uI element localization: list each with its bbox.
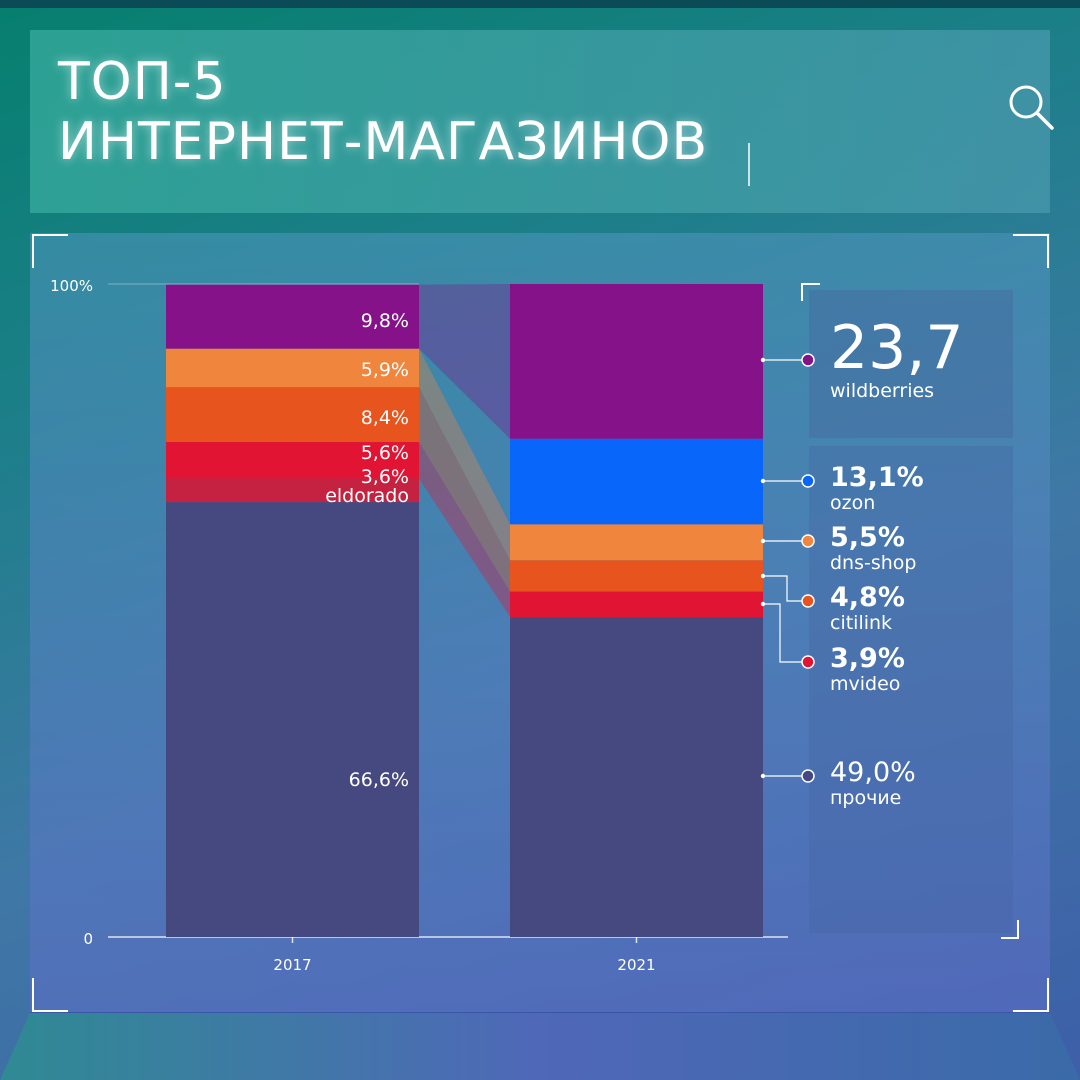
legend-value-others: 49,0% <box>830 757 916 788</box>
legend-marker-wildberries <box>801 353 815 367</box>
x-tick-label: 2021 <box>617 956 655 974</box>
bar-segment-2021-mvideo <box>510 591 763 618</box>
bar-label-2017: 5,6% <box>361 442 409 464</box>
legend-name-others: прочие <box>830 787 901 809</box>
bar-segment-2021-citilink <box>510 560 763 592</box>
bar-label-2017: eldorado <box>325 485 409 507</box>
legend-marker-ozon <box>801 474 815 488</box>
bar-label-2017: 5,9% <box>361 359 409 381</box>
legend-value-dns_shop: 5,5% <box>830 522 905 553</box>
legend-box-top <box>809 290 1013 438</box>
bar-segment-2017-mvideo <box>166 442 419 479</box>
legend-box-bottom <box>809 446 1013 933</box>
bar-segment-2017-eldorado <box>166 478 419 503</box>
title-line-2: ИНТЕРНЕТ-МАГАЗИНОВ <box>58 112 709 172</box>
bar-segment-2021-wildberries <box>510 284 763 439</box>
search-icon[interactable] <box>1006 82 1056 132</box>
top-border-line <box>0 0 1080 8</box>
legend-value-citilink: 4,8% <box>830 582 905 613</box>
flow-dns_shop <box>419 348 510 561</box>
bar-segment-2017-others <box>166 502 419 937</box>
bar-segment-2021-dns_shop <box>510 524 763 561</box>
bar-segment-2017-dns_shop <box>166 348 419 388</box>
bar-segment-2017-wildberries <box>166 284 419 349</box>
bar-label-2017: 8,4% <box>361 407 409 429</box>
bar-labels: 9,8% 5,9% 8,4% 5,6%3,6%eldorado 66,6% <box>325 310 409 791</box>
page-title: ТОП-5 ИНТЕРНЕТ-МАГАЗИНОВ <box>58 52 708 172</box>
flow-connectors <box>419 284 510 618</box>
flow-mvideo <box>419 442 510 618</box>
title-line-1: ТОП-5 <box>58 52 227 112</box>
x-tick-label: 2017 <box>273 956 311 974</box>
legend-marker-mvideo <box>801 655 815 669</box>
title-panel: ТОП-5 ИНТЕРНЕТ-МАГАЗИНОВ <box>30 30 1054 213</box>
bar-label-2017: 3,6% <box>361 466 409 488</box>
legend-name-citilink: citilink <box>830 612 892 634</box>
legend-value-wildberries: 23,7 <box>830 313 964 383</box>
legend-name-dns_shop: dns-shop <box>830 552 916 574</box>
legend-marker-dns_shop <box>801 534 815 548</box>
bar-segment-2021-ozon <box>510 438 763 525</box>
legend-name-wildberries: wildberries <box>830 380 934 402</box>
legend-connector-line <box>763 603 802 663</box>
legend-name-ozon: ozon <box>830 492 875 514</box>
floor-decoration <box>0 1013 1080 1080</box>
y-tick-label: 100% <box>50 277 93 295</box>
legend-connector-line <box>763 575 802 602</box>
legend-name-mvideo: mvideo <box>830 673 900 695</box>
bar-label-2017: 66,6% <box>349 769 409 791</box>
legend-value-mvideo: 3,9% <box>830 643 905 674</box>
legend-marker-others <box>801 769 815 783</box>
frame-corners <box>32 234 1049 1012</box>
bar-label-2017: 9,8% <box>361 310 409 332</box>
legend-value-ozon: 13,1% <box>830 462 924 493</box>
legend-marker-citilink <box>801 594 815 608</box>
flow-citilink <box>419 387 510 592</box>
bars <box>166 284 763 937</box>
text-cursor <box>748 143 750 186</box>
flow-wildberries <box>419 284 510 439</box>
bar-segment-2017-citilink <box>166 387 419 443</box>
bar-segment-2021-others <box>510 617 763 937</box>
y-tick-label: 0 <box>83 930 93 948</box>
